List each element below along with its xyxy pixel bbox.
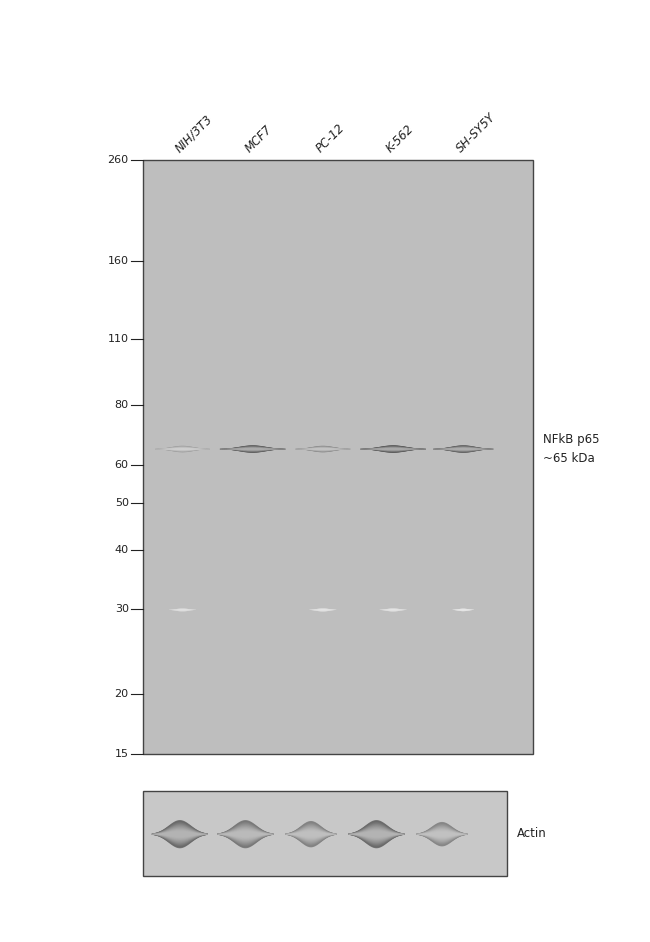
Text: Actin: Actin [517,827,547,840]
Bar [143,160,533,754]
Text: 80: 80 [114,400,129,411]
Text: 260: 260 [108,155,129,165]
Text: K-562: K-562 [384,122,416,155]
Text: 15: 15 [114,749,129,758]
Text: MCF7: MCF7 [243,123,275,155]
Text: NFkB p65
~65 kDa: NFkB p65 ~65 kDa [543,432,599,464]
Text: NIH/3T3: NIH/3T3 [173,113,215,155]
Text: 20: 20 [114,689,129,699]
Text: 40: 40 [114,544,129,555]
Text: 60: 60 [114,461,129,470]
Text: 110: 110 [108,334,129,344]
Text: SH-SY5Y: SH-SY5Y [454,111,498,155]
Bar [143,791,507,876]
Text: PC-12: PC-12 [313,122,347,155]
Text: 50: 50 [114,498,129,508]
Text: 30: 30 [114,605,129,614]
Text: 160: 160 [108,256,129,267]
